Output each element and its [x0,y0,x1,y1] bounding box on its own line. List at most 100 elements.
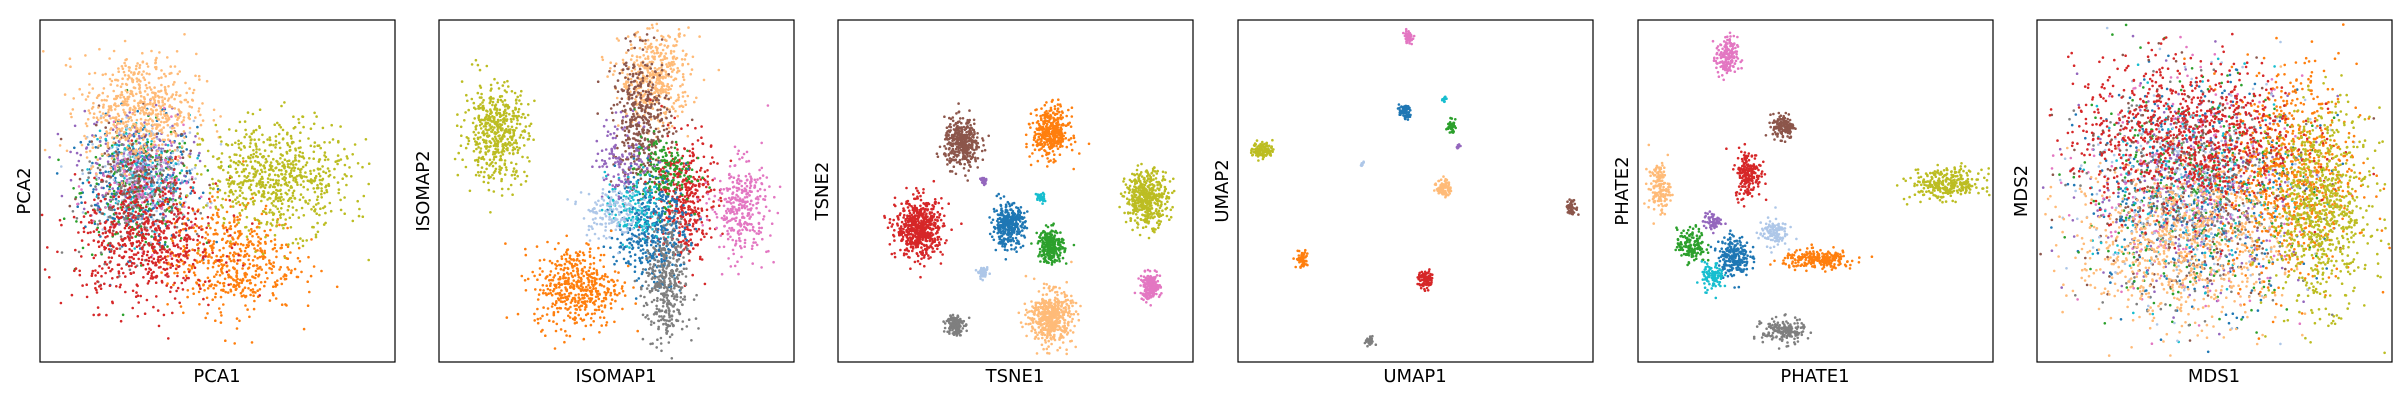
scatter-point [274,139,278,143]
scatter-point [243,146,246,149]
scatter-point [276,279,279,283]
scatter-point [316,195,320,198]
scatter-point [190,168,194,171]
scatter-point [186,238,189,241]
scatter-point [646,69,649,72]
scatter-point [96,137,99,141]
scatter-point [245,176,248,179]
scatter-point [504,114,508,118]
scatter-point [216,280,220,284]
scatter-point [662,124,665,128]
scatter-point [238,229,242,233]
scatter-point [104,170,107,173]
scatter-point [125,192,129,195]
scatter-point [231,200,235,203]
scatter-point [120,152,123,156]
scatter-point [669,96,673,99]
scatter-point [194,163,197,167]
scatter-point [211,177,214,181]
scatter-point [88,149,92,153]
scatter-point [193,212,197,216]
scatter-point [280,172,283,176]
scatter-point [278,268,281,271]
scatter-point [149,159,152,163]
scatter-point [109,117,112,120]
scatter-point [276,162,280,166]
scatter-point [629,40,632,43]
scatter-point [615,96,619,100]
scatter-point [154,113,158,116]
scatter-point [154,190,157,193]
scatter-point [256,244,260,247]
scatter-point [228,257,231,261]
scatter-point [240,170,244,174]
scatter-point [234,189,237,193]
scatter-point [169,130,173,134]
scatter-point [87,181,91,184]
scatter-point [209,226,212,230]
scatter-point [73,173,77,176]
scatter-point [201,235,204,239]
scatter-point [201,191,205,195]
scatter-point [105,313,108,317]
scatter-point [249,232,252,236]
scatter-point [155,295,158,298]
scatter-point [274,143,278,146]
scatter-point [210,256,213,259]
scatter-point [107,229,110,233]
scatter-point [175,91,178,94]
scatter-point [138,166,142,170]
scatter-point [690,118,694,122]
scatter-point [240,209,244,212]
scatter-point [484,125,488,128]
scatter-point [608,70,611,73]
scatter-point [506,104,510,107]
scatter-point [241,183,245,187]
scatter-point [297,121,301,125]
scatter-point [211,248,214,252]
scatter-point [145,298,149,302]
scatter-point [255,232,259,236]
scatter-point [201,119,205,122]
scatter-point [130,71,133,74]
scatter-point [126,103,129,107]
scatter-point [244,226,247,229]
scatter-point [175,132,178,136]
scatter-point [142,133,146,136]
scatter-point [659,92,663,95]
scatter-point [57,158,60,162]
scatter-point [213,275,216,279]
scatter-point [73,124,77,128]
scatter-point [155,263,158,267]
scatter-point [184,227,187,231]
scatter-point [361,165,364,169]
scatter-point [153,192,157,196]
scatter-point [263,249,267,253]
scatter-point [281,223,284,227]
scatter-point [269,178,272,181]
scatter-point [515,145,519,149]
scatter-point [230,143,234,146]
scatter-point [173,226,177,229]
scatter-point [144,267,148,271]
scatter-point [264,170,267,174]
scatter-point [227,273,230,277]
scatter-point [649,67,652,70]
scatter-point [169,290,172,294]
scatter-point [285,192,289,196]
scatter-point [179,150,183,153]
scatter-point [257,235,260,239]
scatter-point [87,109,91,112]
scatter-point [114,223,117,227]
scatter-point [60,165,63,168]
scatter-point [127,162,130,166]
scatter-point [126,157,130,161]
scatter-point [161,179,164,183]
scatter-point [142,252,145,256]
scatter-point [169,65,172,68]
scatter-point [146,129,149,133]
scatter-point [520,116,523,119]
scatter-point [364,138,368,141]
scatter-point [520,89,523,93]
scatter-point [664,76,667,79]
